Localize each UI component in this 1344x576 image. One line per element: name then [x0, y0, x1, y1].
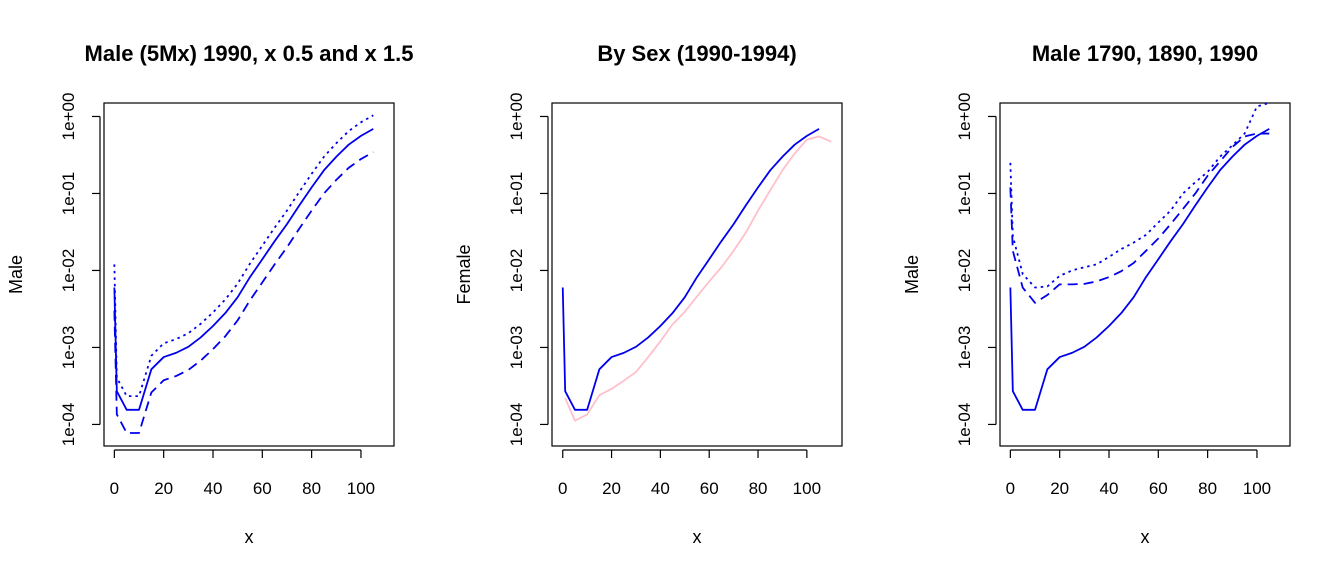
y-tick-label: 1e+00 — [59, 93, 78, 141]
series-line-dotted-blue — [113, 114, 374, 398]
series-group — [1009, 103, 1270, 411]
y-tick-label: 1e-04 — [955, 403, 974, 446]
x-axis-label: x — [693, 527, 702, 547]
y-tick-label: 1e+00 — [507, 93, 526, 141]
y-tick-label: 1e-02 — [507, 249, 526, 292]
x-tick-label: 80 — [749, 479, 768, 498]
chart-title: Male 1790, 1890, 1990 — [1032, 41, 1258, 66]
y-tick-label: 1e-04 — [507, 403, 526, 446]
series-line-solid-blue — [1009, 128, 1270, 411]
y-tick-label: 1e-01 — [59, 172, 78, 215]
x-axis: 0 20 40 60 80 100 — [110, 449, 375, 498]
x-tick-label: 0 — [1006, 479, 1015, 498]
x-tick-label: 40 — [204, 479, 223, 498]
x-axis-label: x — [245, 527, 254, 547]
chart-title: By Sex (1990-1994) — [597, 41, 796, 66]
y-tick-label: 1e-02 — [955, 249, 974, 292]
chart-panel-male-scaled: Male (5Mx) 1990, x 0.5 and x 1.5 0 20 40 60 8… — [6, 41, 413, 547]
y-tick-label: 1e-03 — [955, 326, 974, 369]
x-tick-label: 80 — [1198, 479, 1217, 498]
series-line-dotted-blue — [1009, 103, 1270, 289]
plot-frame — [103, 102, 395, 447]
y-tick-label: 1e+00 — [955, 93, 974, 141]
x-tick-label: 0 — [558, 479, 567, 498]
y-tick-label: 1e-02 — [59, 249, 78, 292]
series-line-dashed-blue — [113, 151, 374, 434]
chart-panel-by-sex: By Sex (1990-1994)0 20 40 60 80 100x1e-041e-0… — [454, 41, 843, 547]
x-tick-label: 20 — [602, 479, 621, 498]
x-tick-label: 60 — [253, 479, 272, 498]
plot-frame — [551, 102, 843, 447]
series-line-solid-blue — [561, 128, 820, 411]
y-tick-label: 1e-01 — [955, 172, 974, 215]
chart-title: Male (5Mx) 1990, x 0.5 and x 1.5 — [85, 41, 414, 66]
y-axis-label: Male — [6, 255, 26, 294]
x-tick-label: 40 — [1100, 479, 1119, 498]
x-tick-label: 80 — [302, 479, 321, 498]
y-axis-label: Male — [902, 255, 922, 294]
x-tick-label: 100 — [347, 479, 375, 498]
x-tick-label: 40 — [651, 479, 670, 498]
x-tick-label: 100 — [793, 479, 821, 498]
series-line-solid-pink — [564, 135, 832, 422]
y-tick-label: 1e-03 — [59, 326, 78, 369]
y-tick-label: 1e-04 — [59, 403, 78, 446]
y-axis: 1e-04 1e-03 1e-02 1e-01 1e+00 — [955, 93, 997, 446]
x-axis: 0 20 40 60 80 100 — [1006, 449, 1271, 498]
series-group — [113, 114, 374, 434]
x-axis-label: x — [1141, 527, 1150, 547]
series-line-solid-blue — [113, 128, 374, 411]
x-tick-label: 20 — [1050, 479, 1069, 498]
x-axis: 0 20 40 60 80 100 — [558, 449, 821, 498]
x-tick-label: 20 — [154, 479, 173, 498]
x-tick-label: 0 — [110, 479, 119, 498]
plot-frame — [999, 102, 1291, 447]
y-axis-label: Female — [454, 244, 474, 304]
y-tick-label: 1e-03 — [507, 326, 526, 369]
y-axis: 1e-04 1e-03 1e-02 1e-01 1e+00 — [507, 93, 549, 446]
series-line-dashed-blue — [1009, 132, 1270, 304]
x-tick-label: 60 — [700, 479, 719, 498]
y-tick-label: 1e-01 — [507, 172, 526, 215]
x-tick-label: 100 — [1243, 479, 1271, 498]
y-axis: 1e-04 1e-03 1e-02 1e-01 1e+00 — [59, 93, 101, 446]
x-tick-label: 60 — [1149, 479, 1168, 498]
series-group — [561, 128, 832, 422]
